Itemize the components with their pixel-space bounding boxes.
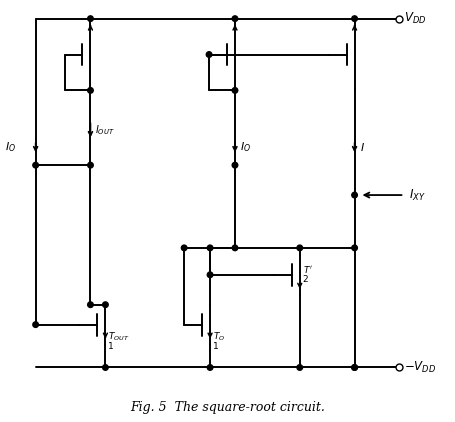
Circle shape [206,52,212,57]
Circle shape [207,272,212,278]
Text: $T_O$: $T_O$ [212,330,225,343]
Circle shape [33,162,38,168]
Text: $I_{XY}$: $I_{XY}$ [409,187,425,203]
Circle shape [87,162,93,168]
Circle shape [351,365,357,370]
Circle shape [232,16,237,22]
Text: Fig. 5  The square-root circuit.: Fig. 5 The square-root circuit. [130,401,325,414]
Circle shape [232,88,237,93]
Circle shape [351,245,357,251]
Text: $-V_{DD}$: $-V_{DD}$ [404,360,435,375]
Text: $I$: $I$ [359,141,364,153]
Circle shape [102,365,108,370]
Text: 1: 1 [108,342,114,351]
Text: $V_{DD}$: $V_{DD}$ [404,11,426,26]
Circle shape [207,245,212,251]
Circle shape [87,302,93,308]
Text: $I_O$: $I_O$ [239,140,251,154]
Circle shape [207,365,212,370]
Text: $T_{OUT}$: $T_{OUT}$ [108,330,130,343]
Circle shape [232,162,237,168]
Circle shape [232,245,237,251]
Circle shape [351,365,357,370]
Text: $I_{OUT}$: $I_{OUT}$ [95,123,115,137]
Text: 1: 1 [212,342,218,351]
Circle shape [33,322,38,327]
Circle shape [102,302,108,308]
Circle shape [351,192,357,198]
Circle shape [181,245,187,251]
Circle shape [296,365,302,370]
Text: $I_O$: $I_O$ [5,140,16,154]
Circle shape [296,245,302,251]
Circle shape [87,88,93,93]
Text: 2: 2 [302,275,308,284]
Circle shape [87,16,93,22]
Circle shape [351,16,357,22]
Text: $T'$: $T'$ [302,264,312,275]
